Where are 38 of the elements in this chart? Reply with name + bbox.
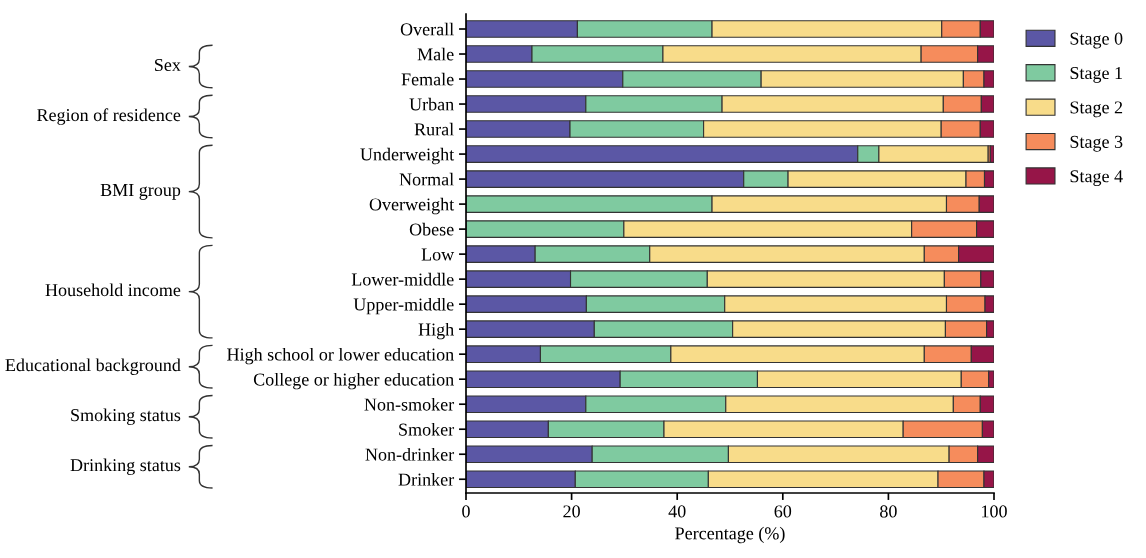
text: Drinking status xyxy=(70,458,181,475)
y-tick-label: Upper-middle xyxy=(353,297,454,315)
y-tick-label: College or higher education xyxy=(253,372,454,390)
y-tick-label: Smoker xyxy=(399,422,455,436)
legend-label: Stage 0 xyxy=(1070,32,1123,49)
x-tick-label: 40 xyxy=(668,505,686,518)
y-tick-label: Normal xyxy=(399,172,454,186)
y-tick-label: Lower-middle xyxy=(351,272,454,286)
legend-label: Stage 4 xyxy=(1070,170,1123,187)
y-tick-label: Rural xyxy=(414,122,454,136)
x-axis-title: Percentage (%) xyxy=(675,526,785,544)
y-tick-label: Non-drinker xyxy=(365,447,455,461)
y-tick-label: Low xyxy=(421,248,455,261)
legend-label: Stage 1 xyxy=(1070,66,1122,83)
x-tick-label: 100 xyxy=(982,505,1007,518)
y-tick-label: High school or lower education xyxy=(227,347,454,365)
legend-label: Stage 3 xyxy=(1070,135,1123,152)
y-tick-label: Drinker xyxy=(398,472,455,486)
y-tick-label: Female xyxy=(401,72,454,86)
x-tick-label: 60 xyxy=(774,505,792,518)
text: Smoking status xyxy=(71,408,181,425)
text: Sex xyxy=(155,58,181,72)
x-tick-label: 0 xyxy=(462,505,470,518)
y-tick-label: Overall xyxy=(400,22,454,36)
y-tick-label: High xyxy=(418,322,454,340)
y-tick-label: Underweight xyxy=(360,147,455,165)
text: Region of residence xyxy=(37,108,181,125)
y-tick-label: Urban xyxy=(409,97,454,111)
y-tick-label: Obese xyxy=(409,222,454,236)
x-tick-label: 80 xyxy=(880,505,897,518)
text: BMI group xyxy=(100,184,181,200)
text: Educational background xyxy=(5,358,181,375)
y-tick-label: Male xyxy=(417,47,454,61)
legend-label: Stage 2 xyxy=(1070,101,1123,118)
text: Household income xyxy=(45,283,181,297)
x-tick-label: 20 xyxy=(563,505,580,518)
y-tick-label: Overweight xyxy=(369,197,455,215)
y-tick-label: Non-smoker xyxy=(364,397,455,411)
